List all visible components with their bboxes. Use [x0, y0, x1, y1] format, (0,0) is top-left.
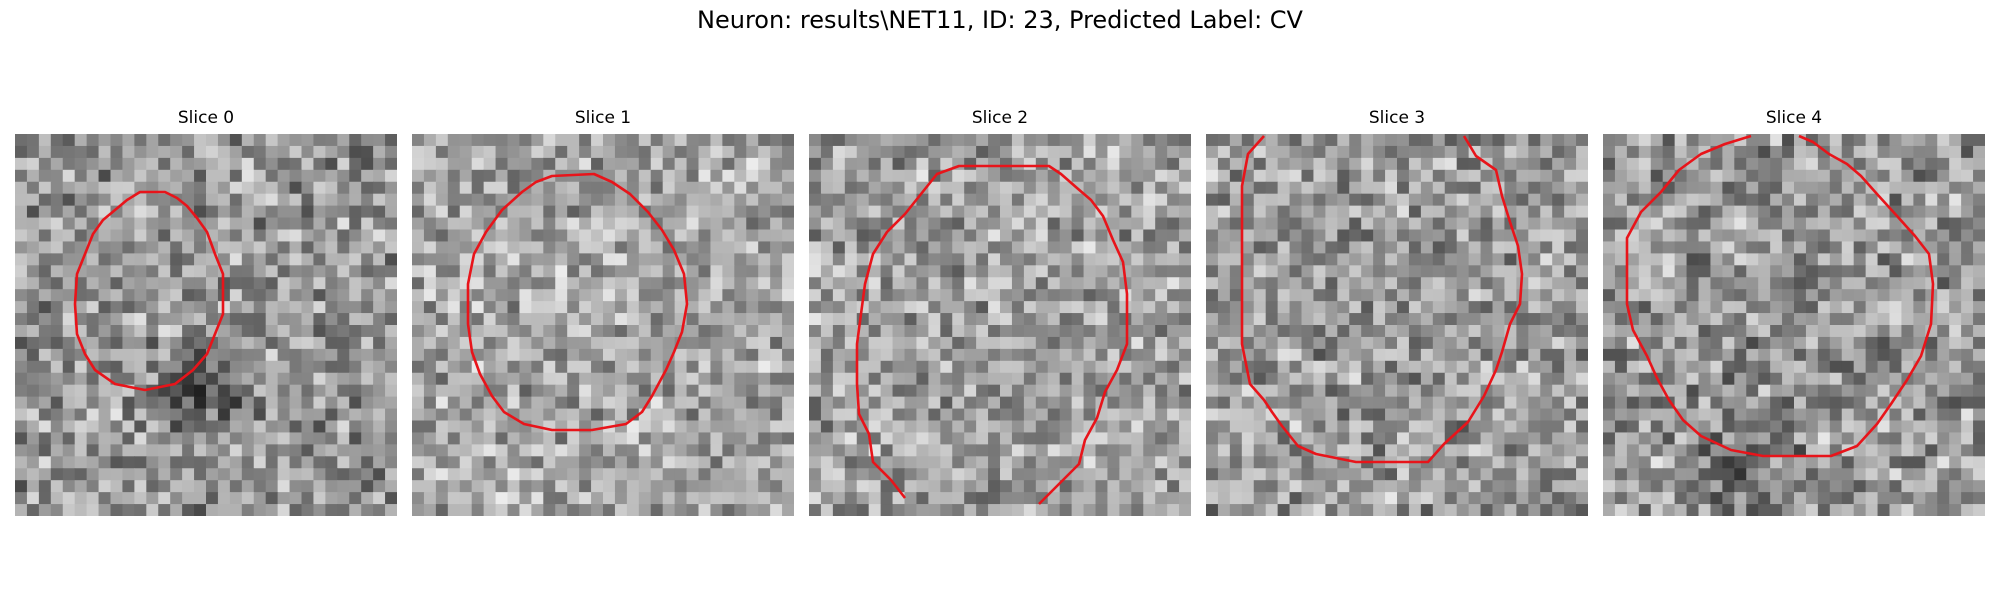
slice-image-4	[1603, 134, 1985, 516]
contour-line-3	[1240, 135, 1524, 464]
slice-panel-1: Slice 1	[412, 108, 794, 518]
slice-title-0: Slice 0	[177, 108, 235, 128]
contour-line-4	[1625, 134, 1935, 458]
slice-panel-2: Slice 2	[809, 108, 1191, 518]
slice-image-1	[412, 134, 794, 516]
slice-image-0	[15, 134, 397, 516]
contour-line-1	[466, 172, 689, 432]
slice-image-2	[809, 134, 1191, 516]
slice-panel-3: Slice 3	[1206, 108, 1588, 518]
slice-title-1: Slice 1	[574, 108, 632, 128]
slice-panel-4: Slice 4	[1603, 108, 1985, 518]
slice-title-4: Slice 4	[1765, 108, 1823, 128]
contour-line-0	[73, 190, 225, 392]
slice-title-2: Slice 2	[971, 108, 1029, 128]
figure-title: Neuron: results\NET11, ID: 23, Predicted…	[697, 6, 1303, 34]
slice-title-3: Slice 3	[1368, 108, 1426, 128]
contour-line-2	[855, 164, 1129, 505]
slice-panel-0: Slice 0	[15, 108, 397, 518]
slice-image-3	[1206, 134, 1588, 516]
